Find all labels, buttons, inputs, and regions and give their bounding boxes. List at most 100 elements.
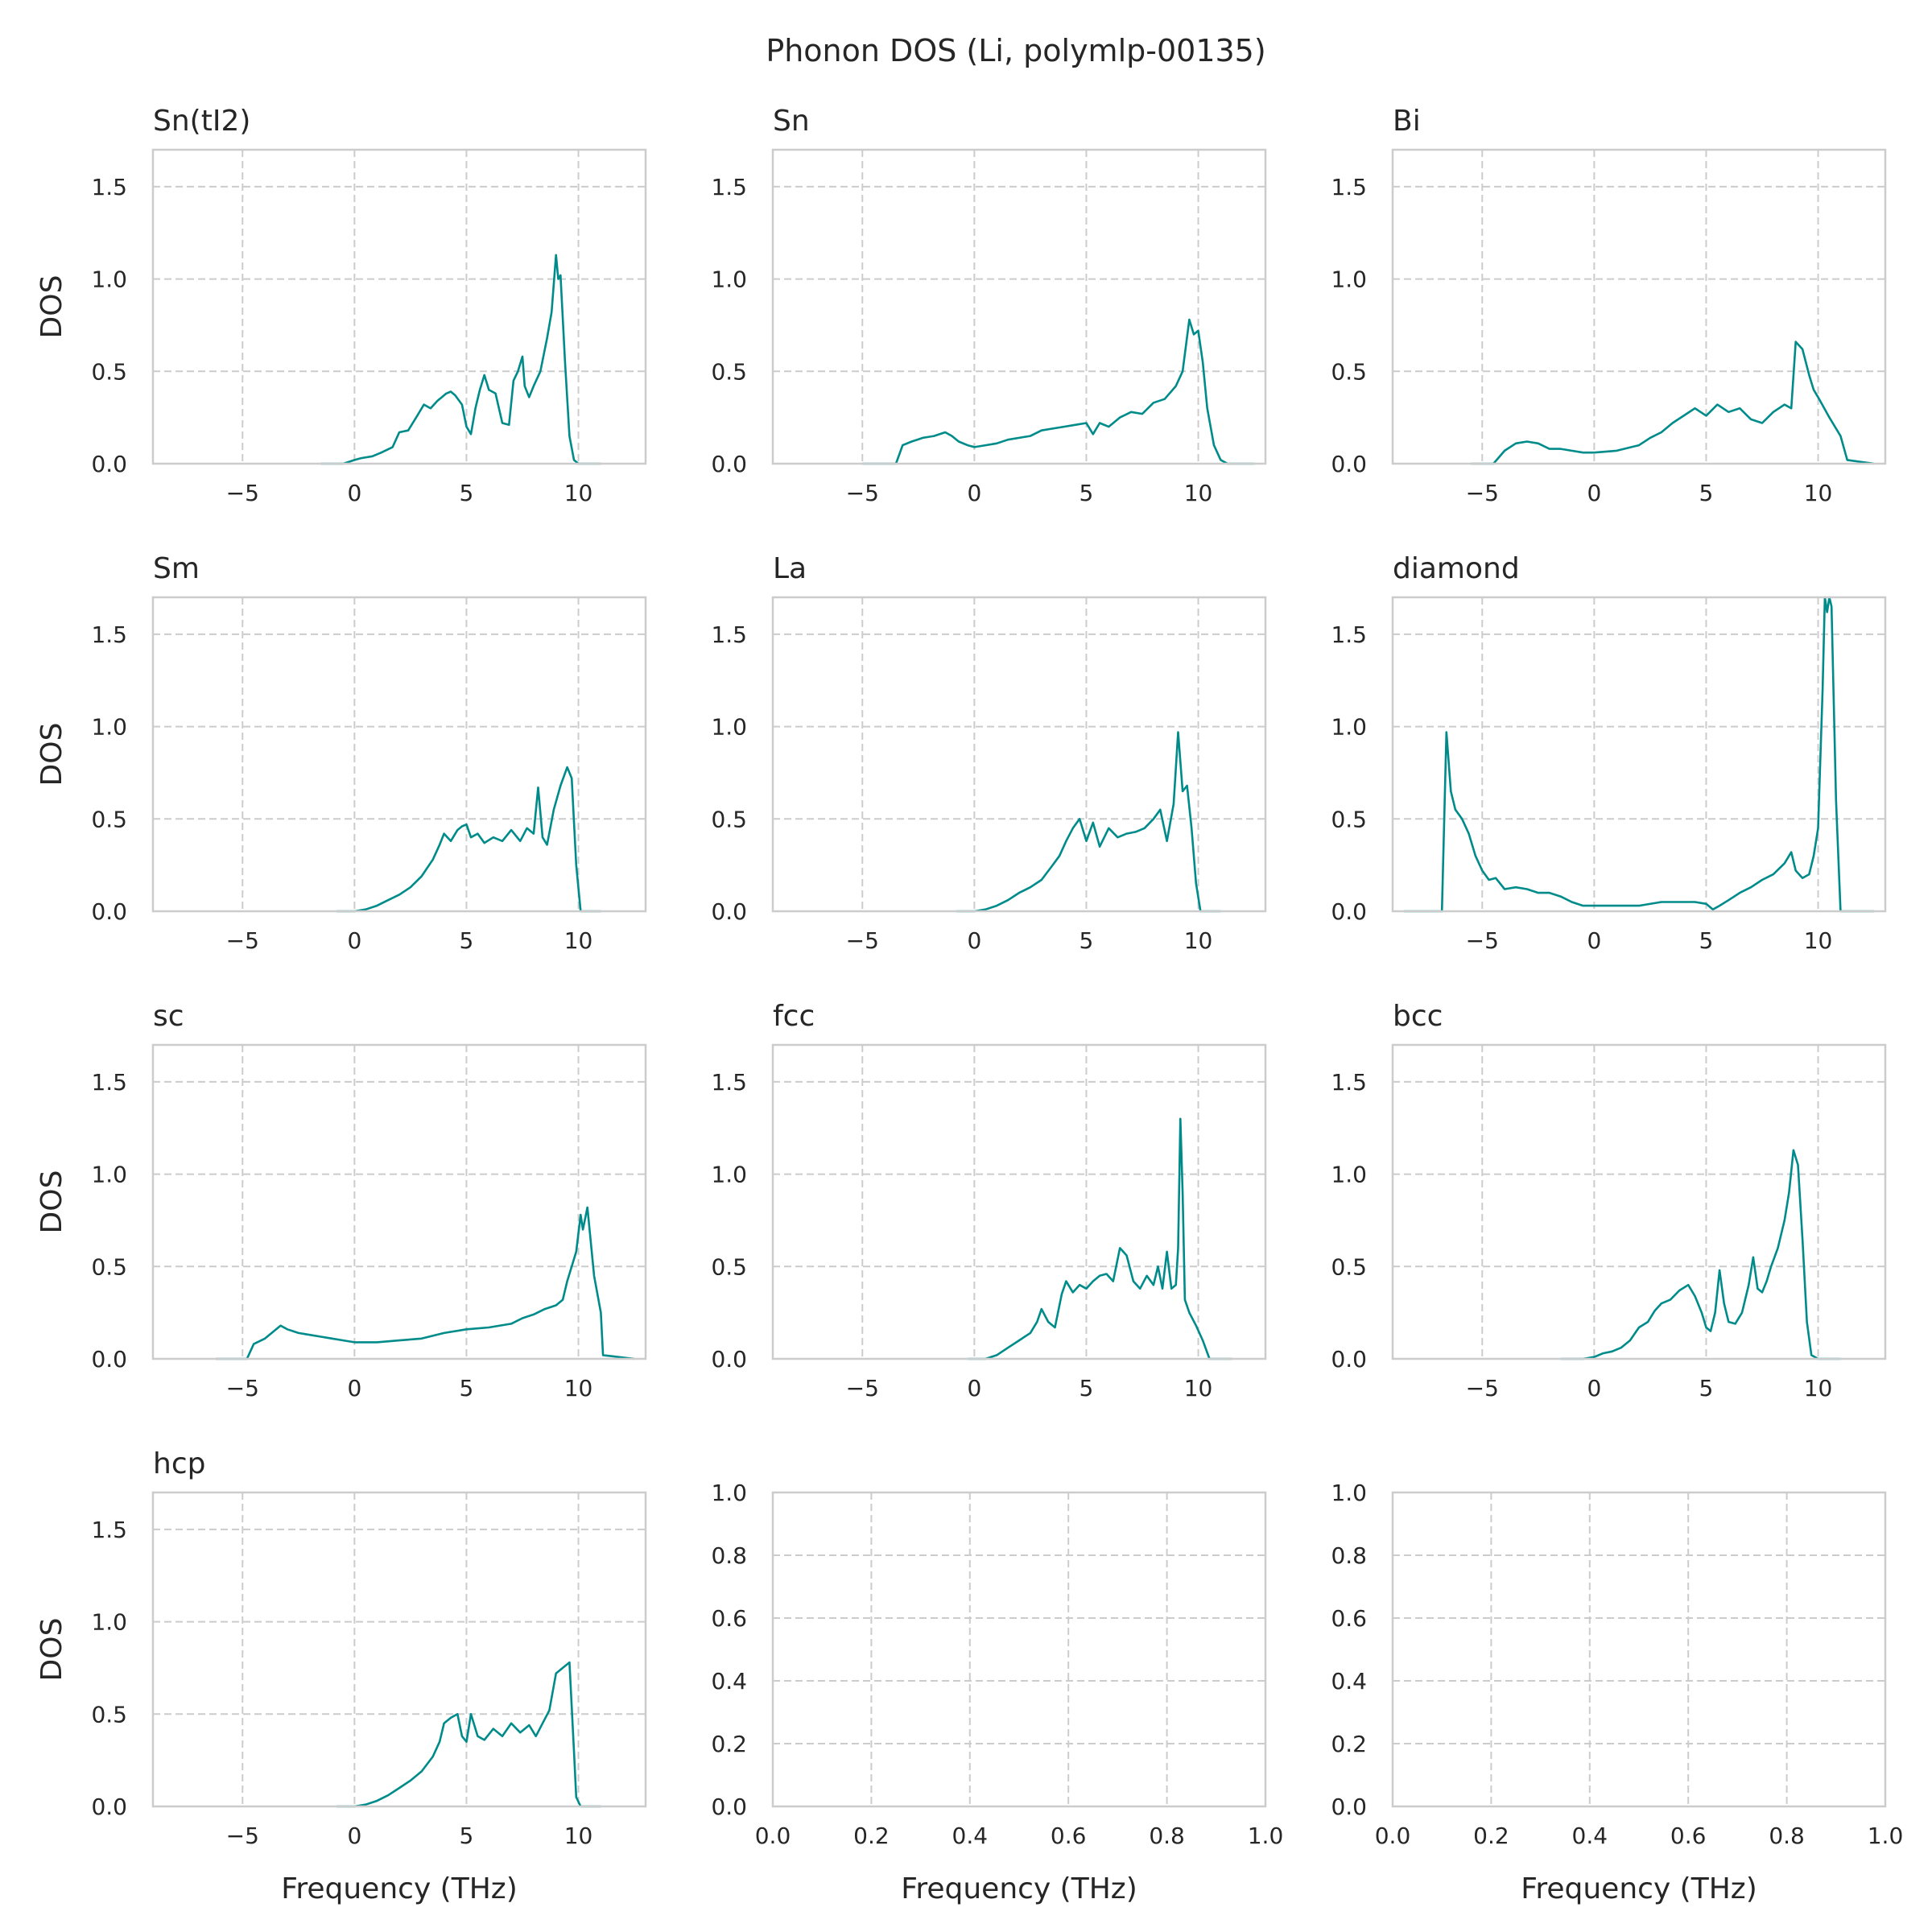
x-tick-label: 5 [460,1375,474,1402]
x-axis-label: Frequency (THz) [1521,1872,1757,1905]
y-tick-label: 0.5 [711,358,747,385]
x-axis-label: Frequency (THz) [281,1872,517,1905]
axes-frame [1391,596,1887,913]
y-tick-label: 0.0 [1331,898,1367,925]
axes-frame [771,596,1267,913]
dos-line [336,1661,601,1808]
x-tick-label: −5 [1466,1375,1499,1402]
y-tick-label: 1.5 [711,1069,747,1096]
x-tick-label: 10 [564,1375,593,1402]
x-tick-label: 0.0 [755,1823,791,1849]
y-axis-label: DOS [35,1618,68,1682]
y-tick-label: 0.5 [91,1253,127,1280]
y-tick-label: 0.5 [711,1253,747,1280]
y-tick-label: 0.5 [1331,1253,1367,1280]
x-tick-label: 10 [564,927,593,954]
y-axis-label: DOS [35,1170,68,1234]
x-tick-label: −5 [846,1375,879,1402]
x-tick-label: −5 [846,480,879,506]
y-tick-label: 0.6 [1331,1605,1367,1632]
x-tick-label: 10 [564,480,593,506]
y-tick-label: 1.5 [91,621,127,648]
y-tick-label: 0.8 [711,1542,747,1569]
x-tick-label: 1.0 [1248,1823,1284,1849]
x-tick-label: 0 [1587,1375,1601,1402]
panel-title: Sn(tI2) [153,105,250,138]
panel-title: Bi [1393,105,1421,138]
y-tick-label: 0.0 [91,1794,127,1820]
x-tick-label: 0.8 [1149,1823,1185,1849]
x-tick-label: 0 [967,927,981,954]
y-tick-label: 1.5 [91,1069,127,1096]
y-tick-label: 0.0 [711,1346,747,1373]
y-tick-label: 1.0 [711,266,747,293]
panel-title: Sm [153,552,200,585]
panel-7: −5 0 5 10 0.0 0.5 1.0 1.5 sc DOS [35,1000,647,1402]
x-tick-label: −5 [846,927,879,954]
y-tick-label: 0.0 [1331,451,1367,477]
y-tick-label: 0.5 [711,806,747,832]
y-tick-label: 1.5 [91,174,127,200]
axes-frame [151,1491,647,1808]
x-tick-label: 5 [1080,1375,1094,1402]
panel-title: sc [153,1000,184,1033]
panel-2: −5 0 5 10 0.0 0.5 1.0 1.5 Sn [711,105,1267,506]
y-tick-label: 0.2 [711,1731,747,1757]
y-tick-label: 0.0 [1331,1346,1367,1373]
y-tick-label: 0.0 [91,451,127,477]
y-tick-label: 1.0 [1331,714,1367,741]
y-tick-label: 0.0 [91,898,127,925]
axes-frame [151,148,647,465]
x-tick-label: 10 [1184,480,1213,506]
y-axis-label: DOS [35,275,68,339]
dos-line [1560,1149,1841,1360]
x-tick-label: 0.4 [1572,1823,1608,1849]
axes-frame [151,596,647,913]
x-tick-label: 10 [1184,1375,1213,1402]
x-tick-label: 5 [1699,927,1714,954]
x-tick-label: 0 [347,927,361,954]
dos-line [968,1117,1232,1360]
panel-5: −5 0 5 10 0.0 0.5 1.0 1.5 La [711,552,1267,954]
figure-title: Phonon DOS (Li, polymlp-00135) [766,33,1265,68]
panel-9: −5 0 5 10 0.0 0.5 1.0 1.5 bcc [1331,1000,1887,1402]
y-tick-label: 1.0 [91,1162,127,1188]
x-tick-label: −5 [226,1823,259,1849]
y-tick-label: 0.5 [1331,358,1367,385]
x-tick-label: 0.2 [1473,1823,1509,1849]
panel-title: Sn [773,105,810,138]
y-tick-label: 1.0 [91,714,127,741]
y-tick-label: 1.5 [1331,1069,1367,1096]
panel-6: −5 0 5 10 0.0 0.5 1.0 1.5 diamond [1331,552,1887,954]
axes-frame [771,1043,1267,1360]
y-tick-label: 1.0 [1331,1480,1367,1506]
y-tick-label: 1.0 [1331,1162,1367,1188]
y-tick-label: 0.4 [711,1668,747,1695]
panel-title: bcc [1393,1000,1443,1033]
x-tick-label: 0.2 [853,1823,890,1849]
x-tick-label: 0.6 [1051,1823,1087,1849]
y-tick-label: 0.4 [1331,1668,1367,1695]
x-tick-label: −5 [226,480,259,506]
y-tick-label: 1.5 [711,621,747,648]
x-tick-label: 0 [1587,480,1601,506]
x-tick-label: −5 [1466,480,1499,506]
y-tick-label: 0.2 [1331,1731,1367,1757]
panel-3: −5 0 5 10 0.0 0.5 1.0 1.5 Bi [1331,105,1887,506]
y-tick-label: 1.0 [711,714,747,741]
axes-frame [1391,1043,1887,1360]
y-tick-label: 0.0 [711,451,747,477]
y-tick-label: 0.5 [91,806,127,832]
y-tick-label: 1.0 [711,1480,747,1506]
y-tick-label: 0.5 [91,358,127,385]
axes-frame [151,1043,647,1360]
x-tick-label: 0.0 [1375,1823,1411,1849]
panel-title: fcc [773,1000,815,1033]
panel-12: 0.0 0.2 0.4 0.6 0.8 1.0 0.0 0.2 0.4 0.6 0.8 1.0 Freq… [1331,1480,1903,1905]
y-tick-label: 1.5 [1331,621,1367,648]
panel-title: hcp [153,1447,205,1480]
panel-8: −5 0 5 10 0.0 0.5 1.0 1.5 fcc [711,1000,1267,1402]
x-tick-label: 0.4 [952,1823,989,1849]
x-tick-label: −5 [1466,927,1499,954]
